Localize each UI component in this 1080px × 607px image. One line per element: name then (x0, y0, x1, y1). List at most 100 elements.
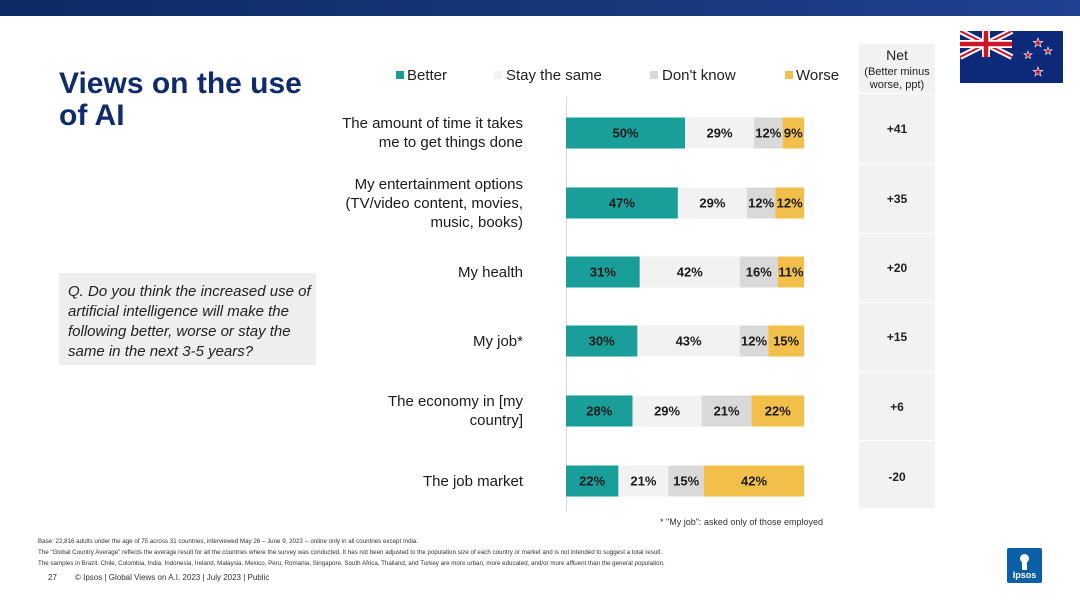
copyright: © Ipsos | Global Views on A.I. 2023 | Ju… (75, 573, 270, 582)
category-label-row-3: My health (300, 263, 523, 282)
category-label-line: My job* (472, 332, 523, 350)
bar-dont-know-row-3 (739, 256, 778, 288)
net-value-row-1: +41 (886, 122, 908, 136)
bar-stay-the-same-row-2 (677, 187, 747, 219)
net-separator (859, 93, 935, 94)
base-note-line-1: Base: 22,816 adults under the age of 75 … (38, 538, 419, 545)
data-label-stay-the-same-row-3: 42% (677, 265, 703, 280)
bar-dont-know-row-4 (739, 325, 769, 357)
net-separator (859, 233, 935, 234)
legend-label-stay-the-same: Stay the same (506, 67, 602, 84)
category-label-line: My entertainment options (354, 175, 523, 193)
category-label-line: (TV/video content, movies, (345, 194, 523, 212)
data-label-better-row-2: 47% (609, 196, 635, 211)
data-label-dont-know-row-5: 21% (714, 404, 740, 419)
top-banner (0, 0, 1080, 16)
data-label-dont-know-row-3: 16% (746, 265, 772, 280)
legend-swatch-better (396, 71, 404, 79)
data-label-dont-know-row-6: 15% (673, 474, 699, 489)
bar-worse-row-4 (768, 325, 804, 357)
bar-dont-know-row-1 (754, 117, 783, 149)
category-label-row-2: My entertainment options (TV/video conten… (300, 175, 523, 232)
category-label-row-4: My job* (300, 332, 523, 351)
ipsos-logo-text: Ipsos (1012, 570, 1037, 580)
net-separator (859, 164, 935, 165)
legend-label-worse: Worse (796, 67, 840, 84)
question-text: Q. Do you think the increased use of art… (68, 283, 311, 360)
net-separator (859, 440, 935, 441)
data-label-stay-the-same-row-1: 29% (706, 126, 732, 141)
bar-better-row-3 (566, 256, 640, 288)
net-value-row-3: +20 (886, 261, 908, 275)
bar-stay-the-same-row-4 (637, 325, 740, 357)
bar-worse-row-3 (777, 256, 804, 288)
bar-worse-row-1 (782, 117, 804, 149)
data-label-worse-row-2: 12% (777, 196, 803, 211)
net-value-row-4: +15 (886, 330, 908, 344)
bar-better-row-4 (566, 325, 638, 357)
bar-better-row-5 (566, 395, 633, 427)
legend-swatch-stay-the-same (494, 71, 502, 79)
question-box: Q. Do you think the increased use of art… (59, 273, 316, 365)
page-title: Views on the use of AI (59, 67, 302, 132)
bar-better-row-6 (566, 465, 619, 497)
category-label-line: The amount of time it takes (342, 115, 523, 132)
category-label-line: The economy in [my (387, 393, 523, 410)
bar-better-row-2 (566, 187, 678, 219)
legend-swatch-dont-know (650, 71, 658, 79)
category-label-row-1: The amount of time it takes me to get thi… (300, 114, 523, 152)
net-separator (859, 371, 935, 372)
data-label-worse-row-1: 9% (784, 126, 803, 141)
bar-dont-know-row-6 (668, 465, 704, 497)
legend-label-better: Better (407, 67, 448, 84)
legend-label-dont-know: Don't know (662, 67, 736, 84)
net-title: Net (886, 47, 908, 63)
category-label-line: country] (469, 412, 523, 429)
bar-stay-the-same-row-5 (632, 395, 702, 427)
data-label-dont-know-row-2: 12% (748, 196, 774, 211)
data-label-stay-the-same-row-5: 29% (654, 404, 680, 419)
bar-dont-know-row-2 (746, 187, 776, 219)
data-label-better-row-3: 31% (590, 265, 616, 280)
data-label-stay-the-same-row-2: 29% (699, 196, 725, 211)
base-note-line-3: The samples in Brazil, Chile, Colombia, … (38, 560, 665, 567)
net-subtitle: (Better minus worse, ppt) (864, 66, 930, 91)
category-label-row-6: The job market (300, 472, 523, 491)
data-label-worse-row-5: 22% (765, 404, 791, 419)
category-label-line: music, books) (430, 213, 523, 231)
legend-swatch-worse (785, 71, 793, 79)
category-label-line: me to get things done (378, 134, 523, 151)
data-label-dont-know-row-1: 12% (755, 126, 781, 141)
bar-worse-row-5 (751, 395, 804, 427)
data-label-better-row-4: 30% (589, 334, 615, 349)
net-panel (859, 44, 935, 508)
data-label-better-row-5: 28% (586, 404, 612, 419)
data-label-better-row-6: 22% (579, 474, 605, 489)
bar-stay-the-same-row-3 (639, 256, 740, 288)
data-label-stay-the-same-row-6: 21% (630, 474, 656, 489)
data-label-worse-row-3: 11% (778, 265, 804, 280)
net-value-row-5: +6 (890, 400, 904, 414)
net-value-row-2: +35 (886, 192, 908, 206)
chart-axis-line (566, 97, 567, 512)
data-label-worse-row-4: 15% (773, 334, 799, 349)
bar-worse-row-2 (775, 187, 804, 219)
bar-worse-row-6 (704, 465, 804, 497)
category-label-line: The job market (422, 472, 523, 490)
category-label-row-5: The economy in [my country] (300, 392, 523, 430)
ipsos-logo: Ipsos (1007, 548, 1042, 583)
base-note-line-2: The "Global Country Average" reflects th… (38, 549, 663, 556)
net-value-row-6: -20 (888, 470, 906, 484)
data-label-dont-know-row-4: 12% (741, 334, 767, 349)
data-label-better-row-1: 50% (612, 126, 638, 141)
bar-stay-the-same-row-1 (685, 117, 754, 149)
data-label-stay-the-same-row-4: 43% (676, 334, 702, 349)
category-label-line: My health (457, 263, 523, 281)
bar-better-row-1 (566, 117, 685, 149)
data-label-worse-row-6: 42% (741, 474, 767, 489)
footnote-my-job: * "My job": asked only of those employed (660, 517, 823, 527)
net-separator (859, 302, 935, 303)
bar-dont-know-row-5 (701, 395, 752, 427)
page-number: 27 (48, 573, 57, 582)
